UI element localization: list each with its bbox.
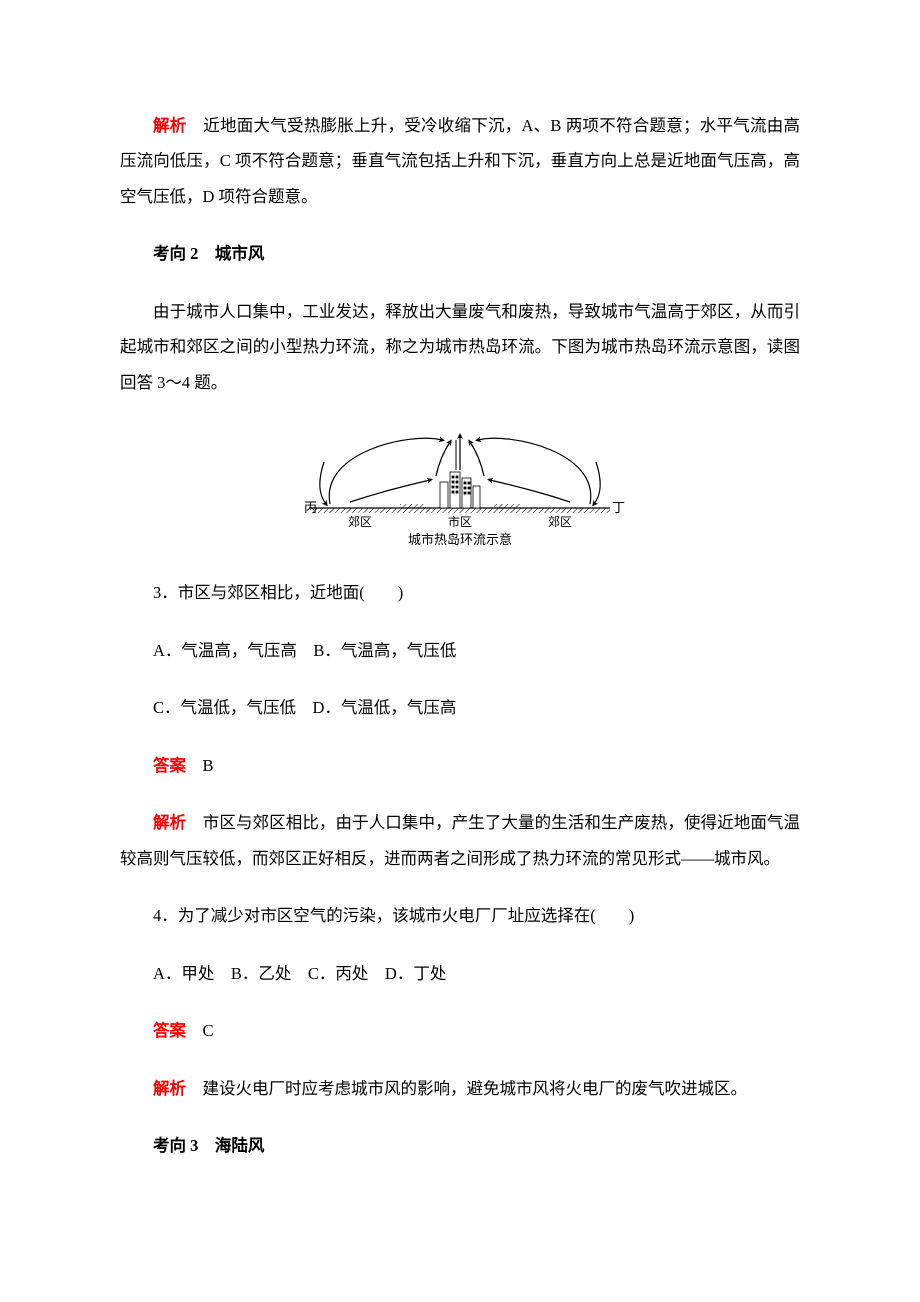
q4-opts: A．甲处 B．乙处 C．丙处 D．丁处: [120, 956, 800, 991]
label-city-center: 市区: [448, 514, 472, 529]
figure-caption: 城市热岛环流示意: [408, 532, 512, 547]
explanation-1-text: 近地面大气受热膨胀上升，受冷收缩下沉，A、B 两项不符合题意；水平气流由高压流向…: [120, 116, 800, 206]
explanation-4-text: 建设火电厂时应考虑城市风的影响，避免城市风将火电厂的废气吹进城区。: [186, 1079, 747, 1098]
heat-island-diagram: 丙 丁 郊区 市区 郊区 城市热岛环流示意: [290, 422, 630, 552]
passage-intro: 由于城市人口集中，工业发达，释放出大量废气和废热，导致城市气温高于郊区，从而引起…: [120, 294, 800, 400]
q3-opts-cd: C．气温低，气压低 D．气温低，气压高: [120, 690, 800, 725]
explanation-4-label: 解析: [153, 1079, 186, 1098]
heading-kx2: 考向 2 城市风: [120, 236, 800, 271]
label-ding: 丁: [612, 500, 625, 515]
answer-4-value: C: [186, 1021, 214, 1040]
figure-heat-island: 丙 丁 郊区 市区 郊区 城市热岛环流示意: [120, 422, 800, 557]
explanation-1: 解析 近地面大气受热膨胀上升，受冷收缩下沉，A、B 两项不符合题意；水平气流由高…: [120, 108, 800, 214]
answer-3: 答案 B: [120, 748, 800, 783]
explanation-4: 解析 建设火电厂时应考虑城市风的影响，避免城市风将火电厂的废气吹进城区。: [120, 1071, 800, 1106]
q3-opts-ab: A．气温高，气压高 B．气温高，气压低: [120, 633, 800, 668]
answer-4: 答案 C: [120, 1013, 800, 1048]
explanation-3-label: 解析: [153, 813, 186, 832]
label-bing: 丙: [304, 500, 317, 515]
answer-3-label: 答案: [153, 756, 186, 775]
explanation-3: 解析 市区与郊区相比，由于人口集中，产生了大量的生活和生产废热，使得近地面气温较…: [120, 805, 800, 876]
buildings-icon: [440, 472, 480, 508]
page: 解析 近地面大气受热膨胀上升，受冷收缩下沉，A、B 两项不符合题意；水平气流由高…: [0, 0, 920, 1302]
label-suburb-right: 郊区: [548, 515, 572, 529]
heading-kx3: 考向 3 海陆风: [120, 1128, 800, 1163]
explanation-1-label: 解析: [153, 116, 187, 135]
answer-4-label: 答案: [153, 1021, 186, 1040]
q4-stem: 4．为了减少对市区空气的污染，该城市火电厂厂址应选择在( ): [120, 898, 800, 933]
explanation-3-text: 市区与郊区相比，由于人口集中，产生了大量的生活和生产废热，使得近地面气温较高则气…: [120, 813, 800, 867]
answer-3-value: B: [186, 756, 214, 775]
q3-stem: 3．市区与郊区相比，近地面( ): [120, 575, 800, 610]
label-suburb-left: 郊区: [348, 515, 372, 529]
